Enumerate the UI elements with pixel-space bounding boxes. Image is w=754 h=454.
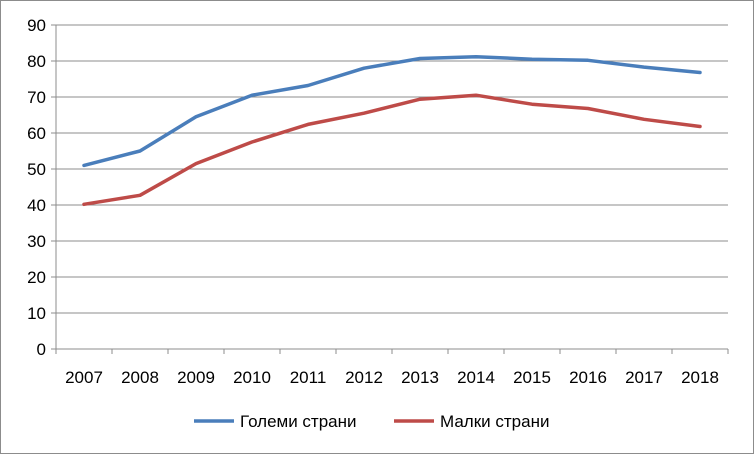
data-point — [306, 123, 310, 126]
data-point — [362, 67, 366, 70]
data-point — [82, 164, 86, 167]
axes — [51, 24, 729, 354]
legend: Големи страни Малки страни — [194, 412, 549, 431]
data-point — [418, 97, 422, 101]
x-tick-label: 2013 — [401, 368, 439, 387]
y-tick-label: 60 — [27, 124, 46, 143]
y-tick-label: 50 — [27, 160, 46, 179]
data-point — [586, 59, 590, 62]
series-line-2 — [82, 93, 702, 207]
data-point — [306, 84, 310, 87]
data-point — [82, 203, 86, 206]
data-point — [642, 118, 646, 121]
data-point — [642, 65, 646, 69]
x-tick-label: 2014 — [457, 368, 495, 387]
y-tick-label: 30 — [27, 232, 46, 251]
x-tick-label: 2018 — [681, 368, 719, 387]
gridlines — [56, 24, 728, 314]
y-tick-label: 70 — [27, 88, 46, 107]
x-tick-label: 2010 — [233, 368, 271, 387]
x-tick-label: 2012 — [345, 368, 383, 387]
y-tick-label: 0 — [37, 340, 46, 359]
data-point — [138, 149, 142, 153]
data-point — [194, 162, 198, 165]
data-point — [250, 94, 254, 97]
y-tick-label: 40 — [27, 196, 46, 215]
data-point — [586, 107, 590, 110]
y-tick-label: 80 — [27, 52, 46, 71]
x-tick-label: 2011 — [290, 368, 327, 387]
data-point — [474, 55, 478, 58]
y-tick-label: 90 — [27, 16, 46, 35]
x-tick-label: 2008 — [121, 368, 159, 387]
x-tick-label: 2017 — [625, 368, 663, 387]
series-lines — [82, 54, 702, 207]
data-point — [194, 115, 198, 119]
data-point — [530, 58, 534, 61]
data-point — [698, 71, 702, 74]
x-axis-ticks: 2007 2008 2009 2010 2011 2012 2013 2014 2015 2016… — [65, 368, 719, 387]
data-point — [530, 103, 534, 106]
data-point — [418, 57, 422, 60]
data-point — [698, 125, 702, 128]
series-line-1 — [82, 54, 702, 168]
y-tick-label: 10 — [27, 304, 46, 323]
data-point — [250, 140, 254, 144]
legend-label: Малки страни — [440, 412, 549, 431]
data-point — [138, 194, 142, 197]
data-point — [474, 94, 478, 97]
y-tick-label: 20 — [27, 268, 46, 287]
data-point — [362, 112, 366, 115]
legend-label: Големи страни — [240, 412, 357, 431]
x-tick-label: 2015 — [513, 368, 551, 387]
y-axis-ticks: 0 10 20 30 40 50 60 70 80 90 — [27, 16, 46, 359]
x-tick-label: 2009 — [177, 368, 215, 387]
x-tick-label: 2016 — [569, 368, 607, 387]
x-tick-label: 2007 — [65, 368, 103, 387]
